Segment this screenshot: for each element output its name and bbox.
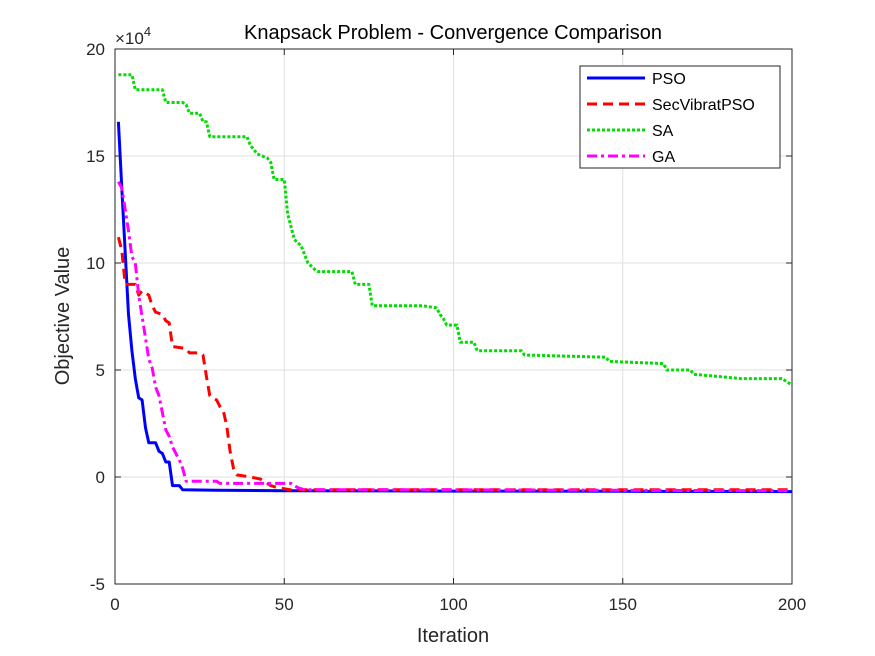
legend-label-pso: PSO: [652, 71, 686, 88]
x-tick-label: 100: [439, 595, 467, 614]
y-tick-label: 10: [86, 254, 105, 273]
legend-label-secvibratpso: SecVibratPSO: [652, 97, 755, 114]
x-tick-label: 200: [778, 595, 806, 614]
x-tick-label: 0: [110, 595, 119, 614]
y-tick-labels: -5 0 5 10 15 20: [86, 40, 105, 594]
x-tick-label: 50: [275, 595, 294, 614]
legend-label-ga: GA: [652, 149, 675, 166]
y-tick-label: 0: [96, 468, 105, 487]
legend-label-sa: SA: [652, 123, 674, 140]
series-line-ga: [117, 180, 793, 493]
chart-title: Knapsack Problem - Convergence Compariso…: [244, 22, 662, 44]
y-axis-exponent: ×104: [115, 24, 151, 48]
x-tick-label: 150: [609, 595, 637, 614]
legend-box: [579, 65, 781, 169]
series-line-pso: [116, 121, 793, 494]
y-axis-label: Objective Value: [52, 247, 74, 386]
y-tick-label: 20: [86, 40, 105, 59]
y-tick-label: -5: [90, 575, 105, 594]
y-tick-label: 15: [86, 147, 105, 166]
x-axis-label: Iteration: [417, 625, 489, 647]
series-line-sa: [118, 73, 793, 387]
x-tick-labels: 0 50 100 150 200: [110, 595, 806, 614]
tick-marks: [114, 48, 793, 585]
legend: PSO SecVibratPSO SA GA: [579, 65, 781, 169]
y-tick-label: 5: [96, 361, 105, 380]
series-layer: [116, 73, 793, 494]
